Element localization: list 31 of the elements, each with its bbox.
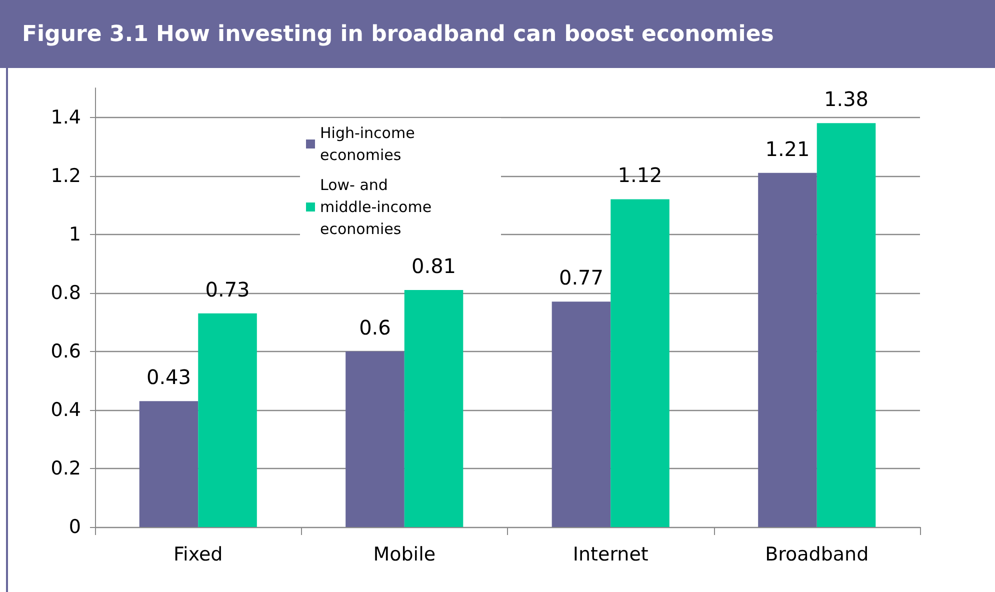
y-tick-label: 1 <box>68 223 81 246</box>
data-label: 1.21 <box>765 136 810 161</box>
data-label: 0.81 <box>412 254 456 278</box>
bar <box>552 302 611 527</box>
x-tick-label: Mobile <box>373 544 436 566</box>
bar <box>346 351 404 527</box>
x-tick-label: Internet <box>572 544 648 566</box>
y-tick-label: 0.4 <box>50 398 81 421</box>
data-label: 0.43 <box>146 365 191 390</box>
x-tick-label: Broadband <box>765 544 869 566</box>
data-label: 1.12 <box>618 163 662 188</box>
y-tick-label: 0.2 <box>50 457 81 480</box>
bar <box>139 401 198 527</box>
legend-label: High-income economies <box>320 124 420 164</box>
x-tick-label: Fixed <box>174 544 223 566</box>
y-tick-label: 0.8 <box>50 282 81 304</box>
y-tick-label: 0.6 <box>50 340 81 362</box>
bar <box>816 123 876 527</box>
legend-label: Low- and middle-income economies <box>320 176 436 238</box>
y-tick-label: 1.4 <box>50 106 81 128</box>
chart-title: Figure 3.1 How investing in broadband can boost economies <box>0 0 995 68</box>
bar <box>198 313 257 527</box>
y-tick-label: 1.2 <box>50 164 81 187</box>
bar <box>758 172 817 527</box>
data-label: 1.38 <box>824 87 869 112</box>
data-label: 0.77 <box>558 266 604 290</box>
bar <box>610 199 670 527</box>
data-label: 0.6 <box>359 315 391 340</box>
y-tick-label: 0 <box>68 516 81 538</box>
data-label: 0.73 <box>205 277 250 302</box>
bar <box>404 290 464 527</box>
